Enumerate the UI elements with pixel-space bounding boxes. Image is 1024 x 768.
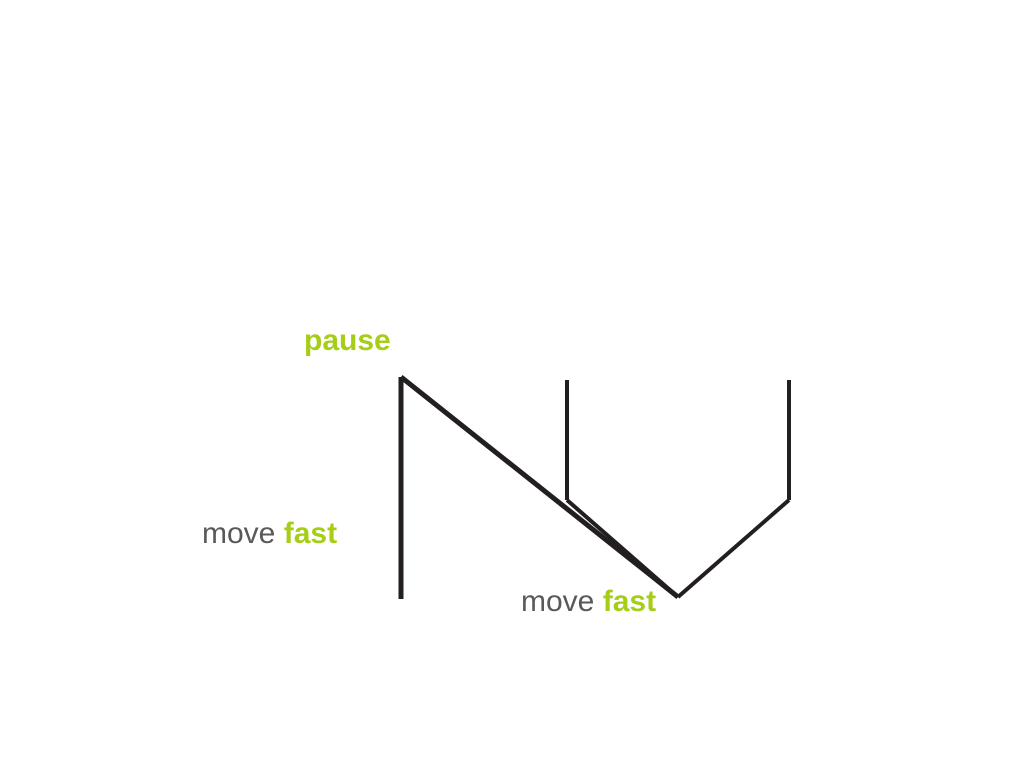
move-fast-label-left: move fast: [202, 517, 337, 551]
stroke-v-left-diagonal: [565, 498, 680, 599]
fast-word: fast: [283, 517, 338, 550]
move-fast-label-bottom: move fast: [521, 585, 656, 619]
stroke-diagonal: [399, 375, 680, 599]
move-word: move: [202, 517, 276, 550]
pause-label: pause: [304, 324, 391, 357]
move-word: move: [521, 585, 595, 618]
stroke-v-right-diagonal: [676, 498, 791, 599]
fast-word: fast: [602, 585, 657, 618]
